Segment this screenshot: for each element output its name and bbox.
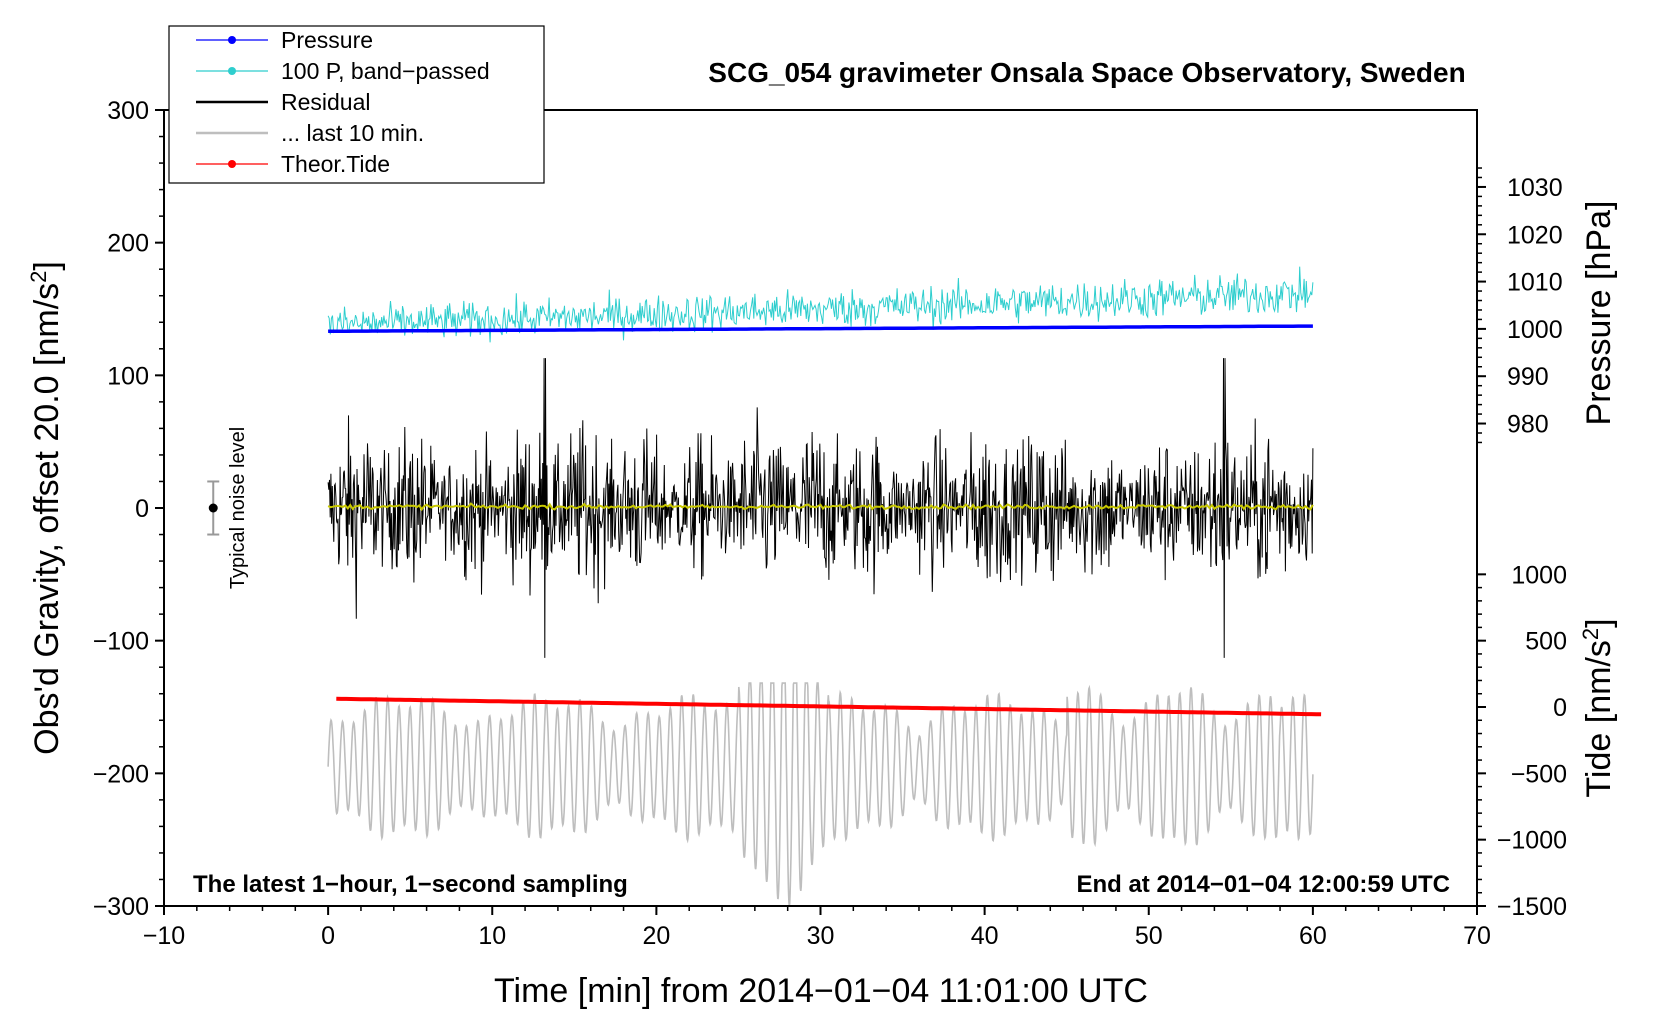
- chart-title: SCG_054 gravimeter Onsala Space Observat…: [708, 57, 1465, 88]
- legend-marker: [228, 160, 236, 168]
- pressure-tick-label: 1020: [1507, 221, 1563, 249]
- series-bandpassed-line: [327, 266, 1314, 343]
- y-tick-label: 100: [107, 362, 149, 390]
- y-tick-label: 0: [135, 495, 149, 523]
- pressure-tick-label: 1000: [1507, 316, 1563, 344]
- pressure-tick-label: 1030: [1507, 174, 1563, 202]
- y-tick-label: −300: [93, 893, 149, 921]
- y-axis-label-close: ]: [28, 261, 66, 270]
- series-residual-line: [327, 358, 1314, 658]
- legend-label: Theor.Tide: [281, 151, 390, 177]
- tide-axis-label-sup: 2: [1578, 628, 1603, 640]
- x-tick-label: −10: [143, 922, 185, 950]
- annotation-left: The latest 1−hour, 1−second sampling: [193, 871, 628, 898]
- legend: Pressure 100 P, band−passed Residual ... la…: [168, 25, 545, 184]
- y-tick-label: −200: [93, 760, 149, 788]
- legend-label: Pressure: [281, 27, 373, 53]
- x-tick-label: 10: [478, 922, 506, 950]
- pressure-axis-label: Pressure [hPa]: [1580, 201, 1618, 426]
- x-tick-label: 0: [321, 922, 335, 950]
- series-residual-smoothed-line: [327, 502, 1314, 512]
- noise-level-label: Typical noise level: [227, 427, 249, 589]
- series-pressure-line: [328, 324, 1313, 334]
- series-last10min-line: [327, 682, 1314, 907]
- tide-tick-label: 1000: [1511, 561, 1567, 589]
- y-tick-label: 300: [107, 97, 149, 125]
- annotation-right: End at 2014−01−04 12:00:59 UTC: [1076, 871, 1450, 898]
- pressure-tick-label: 980: [1507, 411, 1549, 439]
- legend-label: Residual: [281, 89, 371, 115]
- y-tick-label: −100: [93, 628, 149, 656]
- x-tick-label: 40: [971, 922, 999, 950]
- tide-tick-label: 0: [1553, 694, 1567, 722]
- y-tick-label: 200: [107, 230, 149, 258]
- tide-axis-label-close: ]: [1580, 618, 1618, 627]
- tide-tick-label: 500: [1525, 628, 1567, 656]
- legend-label: 100 P, band−passed: [281, 58, 490, 84]
- noise-marker-point: [208, 503, 218, 513]
- y-axis-label-sup: 2: [26, 271, 51, 283]
- tide-tick-label: −1000: [1497, 827, 1567, 855]
- y-axis-label-main: Obs'd Gravity, offset 20.0 [nm/s: [28, 283, 66, 755]
- pressure-tick-label: 990: [1507, 363, 1549, 391]
- tide-axis-label: Tide [nm/s2]: [1578, 618, 1619, 797]
- tide-tick-label: −1500: [1497, 893, 1567, 921]
- series-tide-line: [336, 696, 1322, 717]
- x-axis-label: Time [min] from 2014−01−04 11:01:00 UTC: [494, 972, 1148, 1010]
- x-tick-label: 60: [1299, 922, 1327, 950]
- x-tick-label: 30: [807, 922, 835, 950]
- pressure-tick-label: 1010: [1507, 269, 1563, 297]
- y-axis-label: Obs'd Gravity, offset 20.0 [nm/s2]: [26, 261, 67, 755]
- tide-axis-label-main: Tide [nm/s: [1580, 640, 1618, 797]
- legend-marker: [228, 36, 236, 44]
- legend-marker: [228, 67, 236, 75]
- x-tick-label: 50: [1135, 922, 1163, 950]
- x-tick-label: 20: [642, 922, 670, 950]
- x-tick-label: 70: [1463, 922, 1491, 950]
- tide-tick-label: −500: [1511, 760, 1567, 788]
- legend-label: ... last 10 min.: [281, 120, 424, 146]
